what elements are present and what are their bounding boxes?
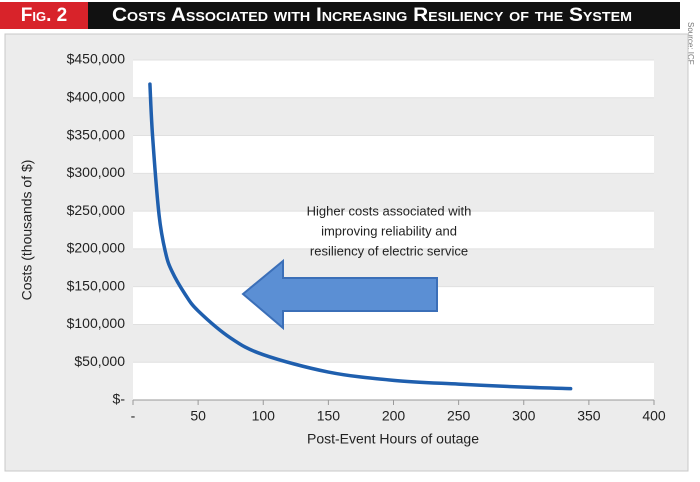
annotation: improving reliability and bbox=[321, 223, 457, 238]
y-tick-label: $150,000 bbox=[67, 277, 126, 293]
plot-band bbox=[133, 211, 654, 249]
x-tick-label: 50 bbox=[190, 408, 206, 424]
plot-band bbox=[133, 324, 654, 363]
y-tick-label: $100,000 bbox=[67, 315, 126, 331]
y-tick-label: $400,000 bbox=[67, 88, 126, 104]
y-tick-label: $250,000 bbox=[67, 202, 126, 218]
annotation: resiliency of electric service bbox=[310, 243, 468, 258]
y-tick-label: $- bbox=[113, 391, 126, 407]
y-tick-label: $50,000 bbox=[74, 353, 125, 369]
plot-band bbox=[133, 173, 654, 212]
x-axis-label: Post-Event Hours of outage bbox=[307, 431, 479, 447]
figure-label: Fig. 2 bbox=[21, 5, 67, 26]
x-tick-label: 350 bbox=[577, 408, 601, 424]
x-tick-label: 150 bbox=[317, 408, 341, 424]
y-axis-label: Costs (thousands of $) bbox=[19, 160, 35, 301]
x-tick-label: 250 bbox=[447, 408, 471, 424]
x-tick-label: 200 bbox=[382, 408, 406, 424]
x-tick-label: - bbox=[131, 408, 136, 424]
plot-band bbox=[133, 60, 654, 98]
source: Source: ICF bbox=[686, 22, 695, 65]
figure-label-box bbox=[0, 2, 88, 29]
plot-area bbox=[133, 59, 654, 401]
x-tick-label: 300 bbox=[512, 408, 536, 424]
y-tick-label: $300,000 bbox=[67, 164, 126, 180]
title-bar bbox=[88, 2, 680, 29]
annotation: Higher costs associated with bbox=[307, 203, 472, 218]
y-tick-label: $450,000 bbox=[67, 51, 126, 67]
arrow bbox=[241, 258, 438, 331]
plot-band bbox=[133, 97, 654, 136]
cost-curve bbox=[148, 82, 573, 391]
y-tick-label: $200,000 bbox=[67, 240, 126, 256]
x-tick-label: 400 bbox=[642, 408, 666, 424]
chart-title: Costs Associated with Increasing Resilie… bbox=[112, 5, 632, 26]
y-tick-label: $350,000 bbox=[67, 126, 126, 142]
x-tick-label: 100 bbox=[252, 408, 276, 424]
plot-band bbox=[133, 135, 654, 174]
